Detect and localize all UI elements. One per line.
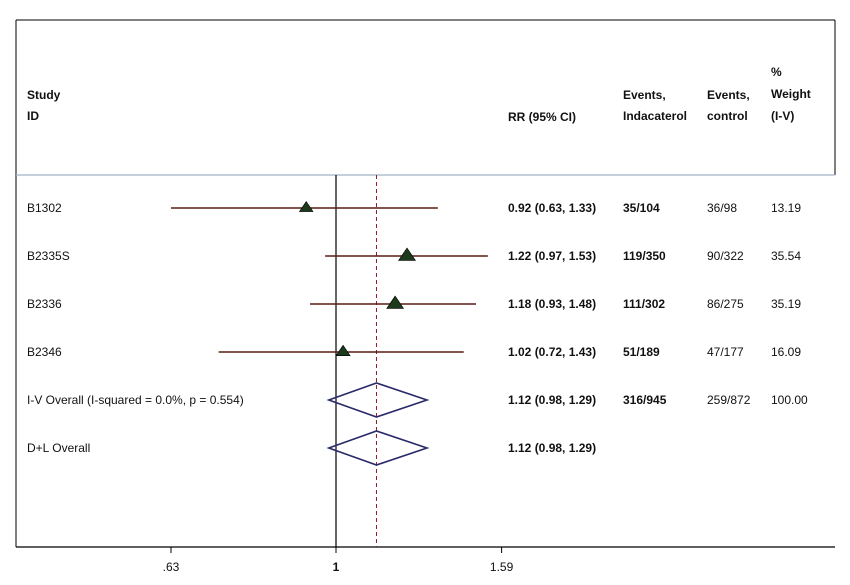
header-events-indacaterol-2: Indacaterol — [623, 109, 688, 123]
point-estimate-marker — [386, 295, 405, 309]
x-tick-label: 1.59 — [490, 560, 514, 574]
overall-diamond — [326, 382, 430, 418]
weight-value: 16.09 — [771, 345, 801, 359]
overall-rr-ci: 1.12 (0.98, 1.29) — [508, 393, 596, 407]
weight-value: 35.54 — [771, 249, 801, 263]
events-control: 36/98 — [707, 201, 737, 215]
header-study: Study — [27, 88, 61, 102]
events-indacaterol: 35/104 — [623, 201, 660, 215]
events-control: 47/177 — [707, 345, 744, 359]
events-indacaterol: 316/945 — [623, 393, 667, 407]
overall-diamond — [326, 430, 430, 466]
overall-label: D+L Overall — [27, 441, 90, 455]
x-tick-label: 1 — [333, 560, 340, 574]
events-indacaterol: 119/350 — [623, 249, 666, 263]
header-events-control-1: Events, — [707, 88, 750, 102]
weight-value: 35.19 — [771, 297, 801, 311]
events-indacaterol: 111/302 — [623, 297, 665, 311]
point-estimate-marker — [298, 201, 314, 212]
header-rr: RR (95% CI) — [508, 110, 577, 124]
header-weight-3: (I-V) — [771, 109, 795, 123]
overall-label: I-V Overall (I-squared = 0.0%, p = 0.554… — [27, 393, 244, 407]
weight-value: 100.00 — [771, 393, 808, 407]
study-id: B1302 — [27, 201, 62, 215]
study-id: B2336 — [27, 297, 62, 311]
study-rr-ci: 1.22 (0.97, 1.53) — [508, 249, 596, 263]
header-weight-1: % — [771, 65, 782, 79]
study-rr-ci: 1.02 (0.72, 1.43) — [508, 345, 596, 359]
header-id: ID — [27, 109, 39, 123]
weight-value: 13.19 — [771, 201, 801, 215]
x-tick-label: .63 — [163, 560, 180, 574]
header-events-indacaterol-1: Events, — [623, 88, 666, 102]
overall-rr-ci: 1.12 (0.98, 1.29) — [508, 441, 596, 455]
header-events-control-2: control — [707, 109, 748, 123]
study-id: B2335S — [27, 249, 70, 263]
study-rr-ci: 0.92 (0.63, 1.33) — [508, 201, 596, 215]
events-control: 90/322 — [707, 249, 744, 263]
header-weight-2: Weight — [771, 87, 811, 101]
study-rr-ci: 1.18 (0.93, 1.48) — [508, 297, 596, 311]
events-indacaterol: 51/189 — [623, 345, 660, 359]
study-id: B2346 — [27, 345, 62, 359]
events-control: 259/872 — [707, 393, 751, 407]
point-estimate-marker — [398, 247, 416, 261]
events-control: 86/275 — [707, 297, 744, 311]
point-estimate-marker — [335, 344, 351, 356]
